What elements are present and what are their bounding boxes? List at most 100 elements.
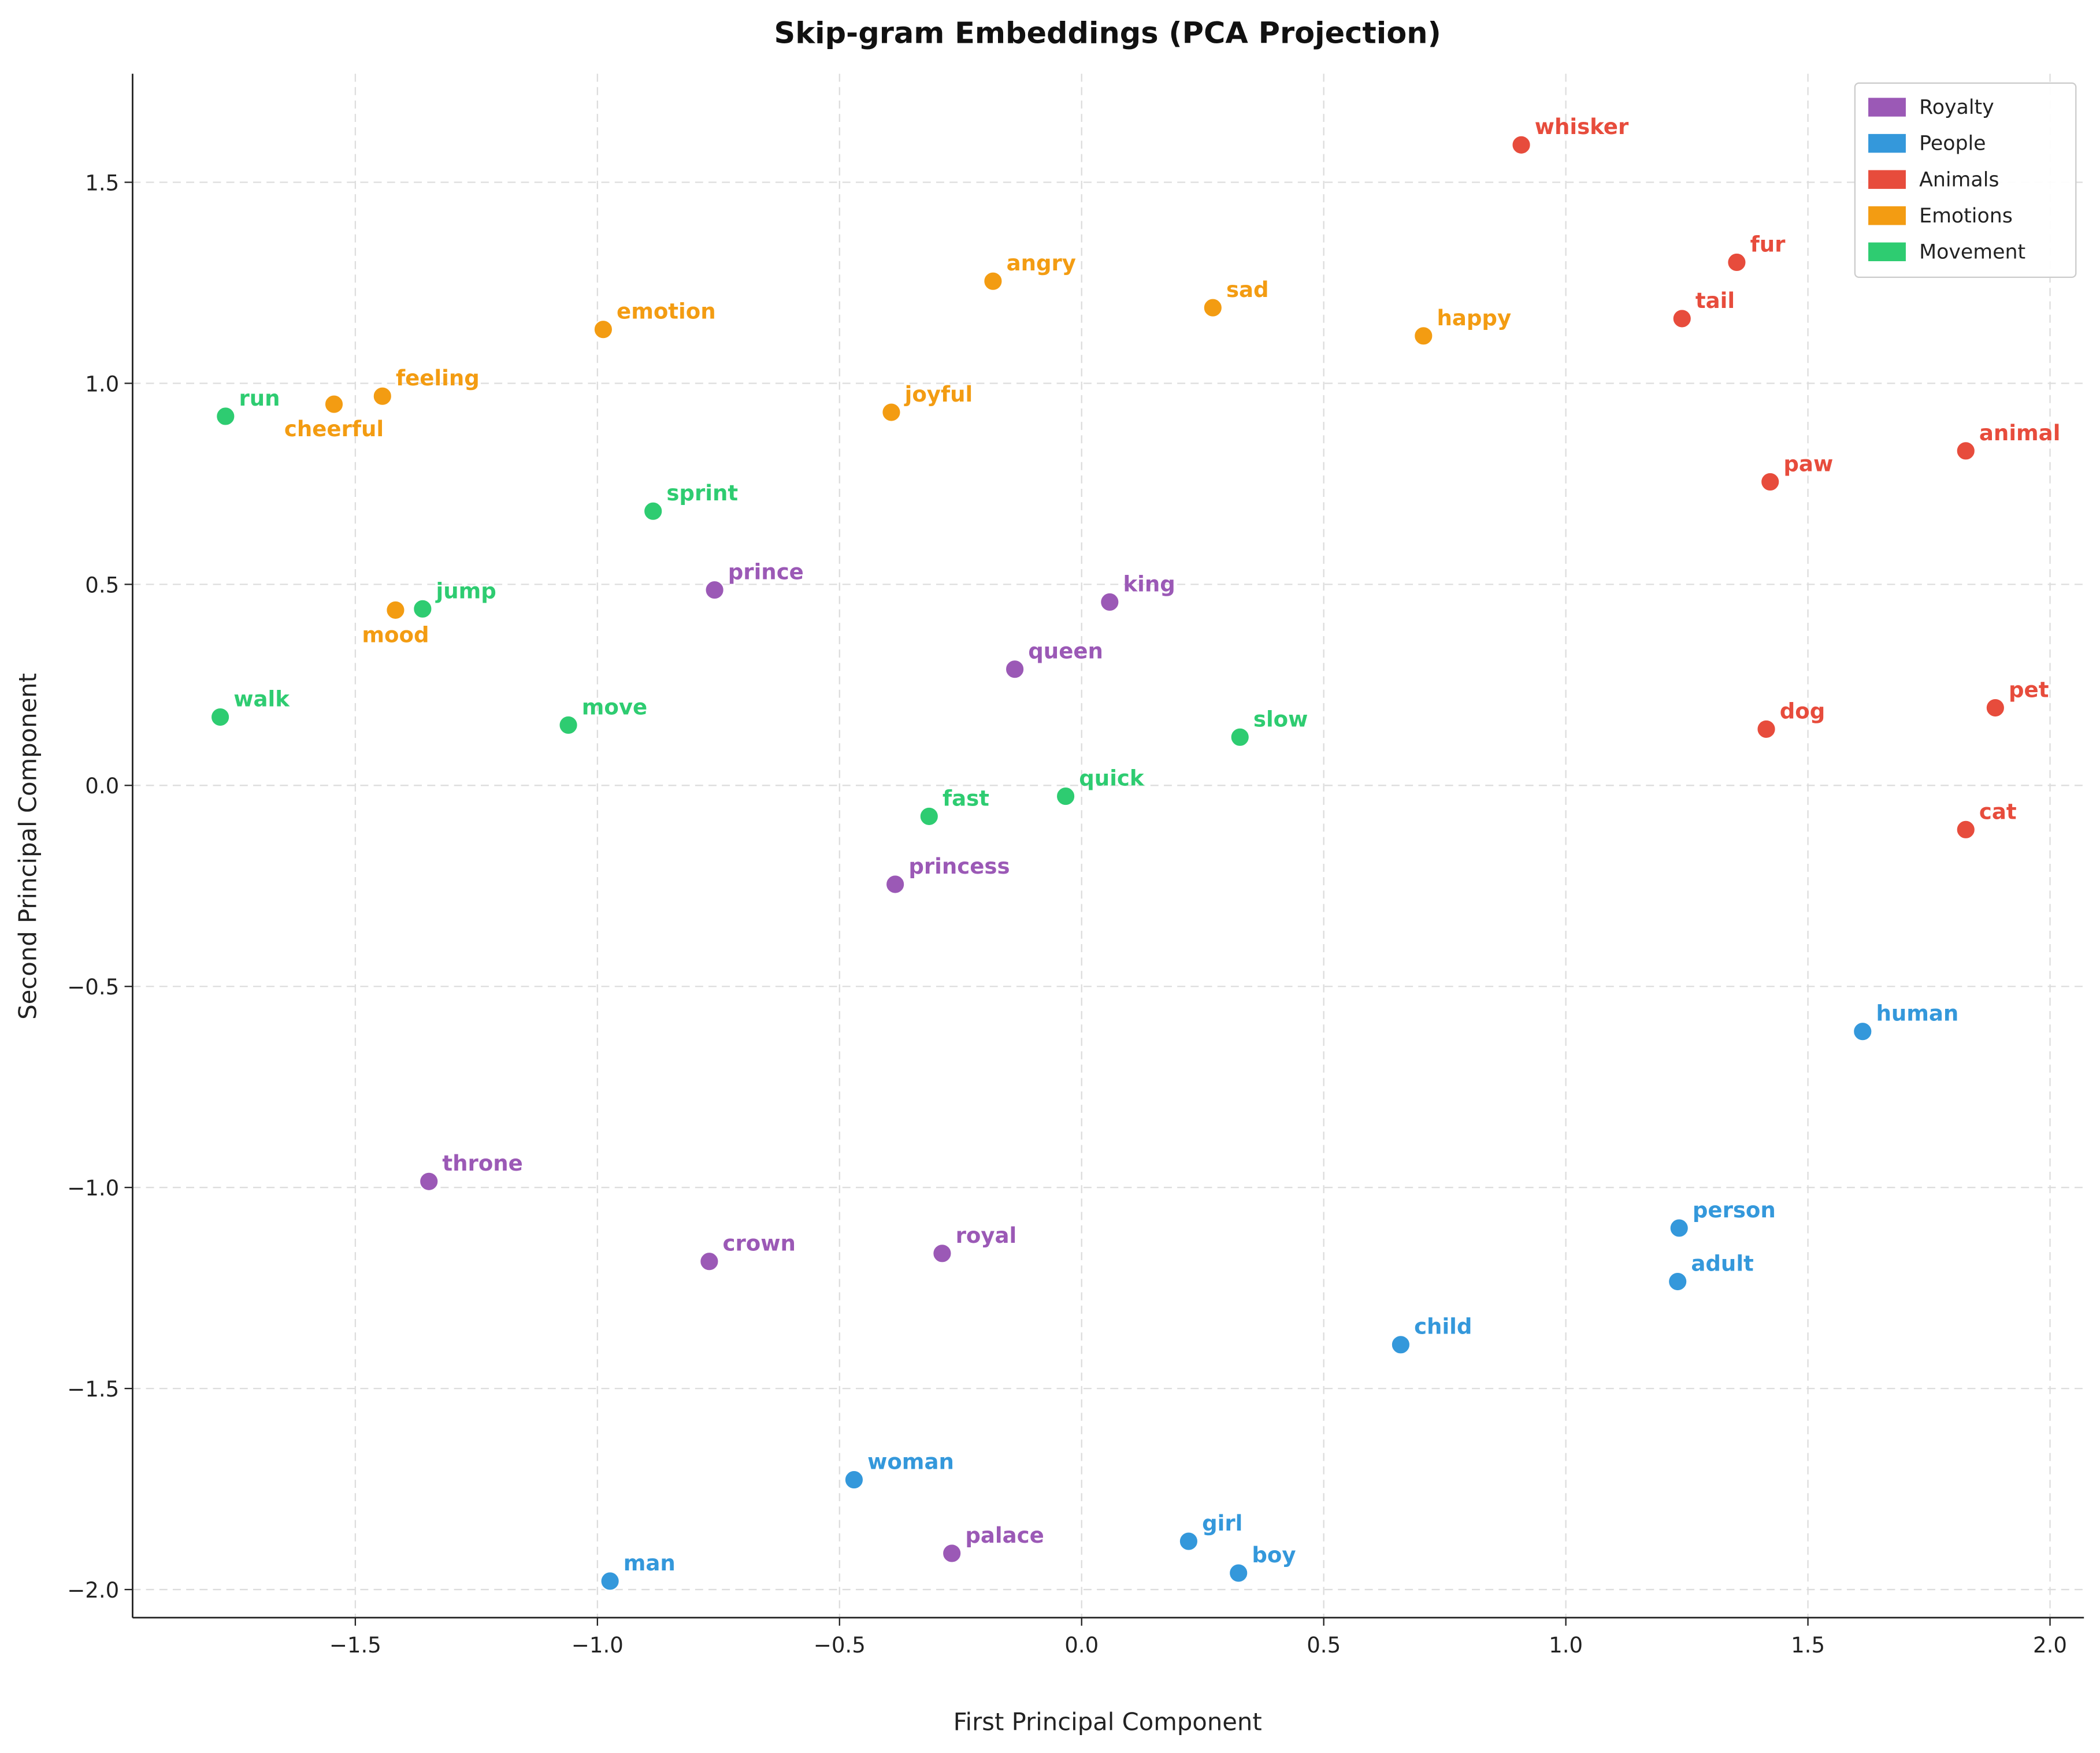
y-tick-label: 1.0 — [85, 372, 119, 396]
legend-box — [1854, 82, 2077, 278]
point-slow — [1230, 727, 1251, 748]
point-label-person: person — [1693, 1198, 1776, 1223]
point-royal — [932, 1243, 952, 1264]
legend-swatch-movement — [1868, 242, 1906, 262]
point-label-cat: cat — [1979, 799, 2017, 824]
point-label-run: run — [239, 386, 280, 411]
point-princess — [885, 874, 906, 894]
point-label-jump: jump — [435, 578, 496, 603]
point-cat — [1956, 819, 1976, 840]
point-label-joyful: joyful — [904, 382, 973, 407]
y-tick-label: 0.0 — [85, 774, 119, 798]
point-label-king: king — [1123, 571, 1175, 596]
x-tick-label: 2.0 — [2033, 1633, 2067, 1658]
point-dog — [1756, 719, 1776, 740]
point-label-emotion: emotion — [617, 299, 716, 324]
legend-label-movement: Movement — [1919, 240, 2025, 263]
x-axis-label: First Principal Component — [953, 1707, 1262, 1736]
point-mood — [385, 600, 406, 621]
point-label-royal: royal — [956, 1223, 1017, 1248]
legend-swatch-animals — [1868, 170, 1906, 189]
point-sprint — [643, 501, 663, 522]
point-prince — [704, 580, 725, 600]
point-label-queen: queen — [1028, 639, 1103, 664]
point-whisker — [1511, 135, 1531, 155]
point-angry — [983, 271, 1003, 292]
point-label-cheerful: cheerful — [284, 417, 384, 441]
x-tick-label: −1.5 — [329, 1633, 381, 1658]
point-paw — [1760, 471, 1780, 492]
point-label-man: man — [624, 1551, 676, 1576]
point-palace — [941, 1543, 962, 1563]
point-label-pet: pet — [2009, 677, 2049, 702]
point-throne — [418, 1171, 439, 1192]
point-joyful — [881, 402, 901, 422]
point-label-fur: fur — [1750, 232, 1786, 257]
point-label-princess: princess — [908, 854, 1010, 879]
legend-label-emotions: Emotions — [1919, 205, 2013, 228]
y-tick-label: −2.0 — [67, 1578, 119, 1603]
point-man — [600, 1571, 620, 1591]
point-label-sprint: sprint — [666, 481, 738, 506]
point-move — [558, 715, 578, 736]
point-label-animal: animal — [1979, 421, 2061, 445]
point-label-fast: fast — [943, 786, 989, 811]
legend-swatch-people — [1868, 133, 1906, 153]
point-walk — [210, 707, 231, 727]
point-boy — [1228, 1563, 1249, 1583]
point-label-tail: tail — [1695, 288, 1735, 313]
point-emotion — [593, 319, 614, 340]
point-human — [1852, 1021, 1873, 1042]
point-quick — [1055, 786, 1076, 807]
point-child — [1390, 1334, 1411, 1355]
point-label-whisker: whisker — [1535, 114, 1629, 139]
point-feeling — [372, 386, 393, 407]
point-run — [215, 406, 236, 426]
point-label-move: move — [582, 694, 647, 719]
point-label-throne: throne — [442, 1151, 522, 1176]
point-pet — [1985, 697, 2006, 718]
chart-title: Skip-gram Embeddings (PCA Projection) — [774, 16, 1441, 50]
x-tick-label: −0.5 — [814, 1633, 866, 1658]
point-happy — [1413, 325, 1434, 346]
y-tick-label: −1.0 — [67, 1176, 119, 1201]
point-label-child: child — [1414, 1314, 1472, 1339]
axes: −1.5 −1.0 −0.5 0.0 0.5 1.0 1.5 2.0 −2.0 −1.5 −1.0 −… — [67, 73, 2084, 1658]
point-animal — [1956, 440, 1976, 461]
point-label-palace: palace — [965, 1523, 1044, 1548]
x-tick-label: 1.0 — [1549, 1633, 1583, 1658]
point-label-mood: mood — [362, 623, 429, 648]
point-girl — [1178, 1531, 1199, 1551]
point-label-paw: paw — [1783, 451, 1833, 476]
point-adult — [1667, 1271, 1688, 1292]
point-label-prince: prince — [728, 560, 804, 585]
y-tick-label: 0.5 — [85, 573, 119, 597]
point-label-crown: crown — [723, 1231, 796, 1256]
point-label-slow: slow — [1253, 707, 1308, 731]
x-tick-label: −1.0 — [572, 1633, 624, 1658]
y-tick-label: −1.5 — [67, 1377, 119, 1402]
point-label-adult: adult — [1691, 1251, 1753, 1276]
point-label-boy: boy — [1252, 1543, 1296, 1568]
point-label-walk: walk — [233, 686, 290, 711]
point-label-dog: dog — [1780, 699, 1826, 723]
point-label-sad: sad — [1226, 277, 1269, 302]
point-person — [1669, 1218, 1690, 1238]
x-tick-label: 0.5 — [1307, 1633, 1341, 1658]
point-label-quick: quick — [1079, 766, 1145, 791]
point-label-human: human — [1876, 1001, 1958, 1026]
y-axis-label: Second Principal Component — [14, 673, 42, 1020]
point-woman — [844, 1469, 865, 1490]
legend: Royalty People Animals Emotions Movement — [1854, 82, 2077, 278]
point-label-feeling: feeling — [396, 366, 480, 391]
point-crown — [699, 1251, 719, 1272]
point-sad — [1203, 298, 1223, 318]
x-tick-label: 1.5 — [1791, 1633, 1825, 1658]
legend-label-animals: Animals — [1919, 168, 1999, 191]
grid — [132, 73, 2084, 1618]
x-tick-label: 0.0 — [1064, 1633, 1099, 1658]
legend-label-people: People — [1919, 132, 1986, 155]
point-fast — [919, 806, 940, 827]
